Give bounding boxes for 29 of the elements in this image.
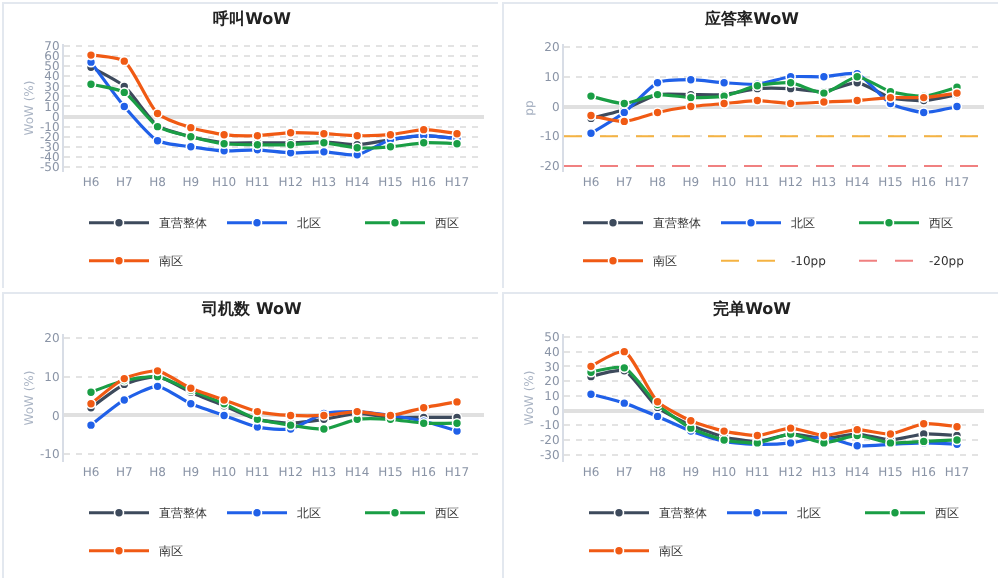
point [718,425,730,437]
chart-title: 完单WoW [713,297,792,318]
point [418,402,430,413]
point [318,146,330,158]
point [885,428,896,440]
point [851,95,863,106]
chart-title: 司机数 WoW [200,299,302,318]
point [652,107,663,118]
point [752,430,763,441]
point [951,434,963,446]
point [118,87,130,98]
chart-title: 呼叫WoW [213,9,292,28]
point [785,98,796,109]
chart-title: 应答率WoW [703,7,800,28]
point [818,96,830,108]
point [785,77,796,88]
point [118,55,130,67]
point [918,107,930,118]
point [951,101,963,112]
point [218,410,230,421]
point [718,98,730,109]
point [685,101,697,112]
point [418,137,430,149]
point [285,410,296,421]
point [718,77,730,88]
point [752,95,763,106]
point [618,98,630,109]
point [152,108,163,119]
point [851,424,863,435]
